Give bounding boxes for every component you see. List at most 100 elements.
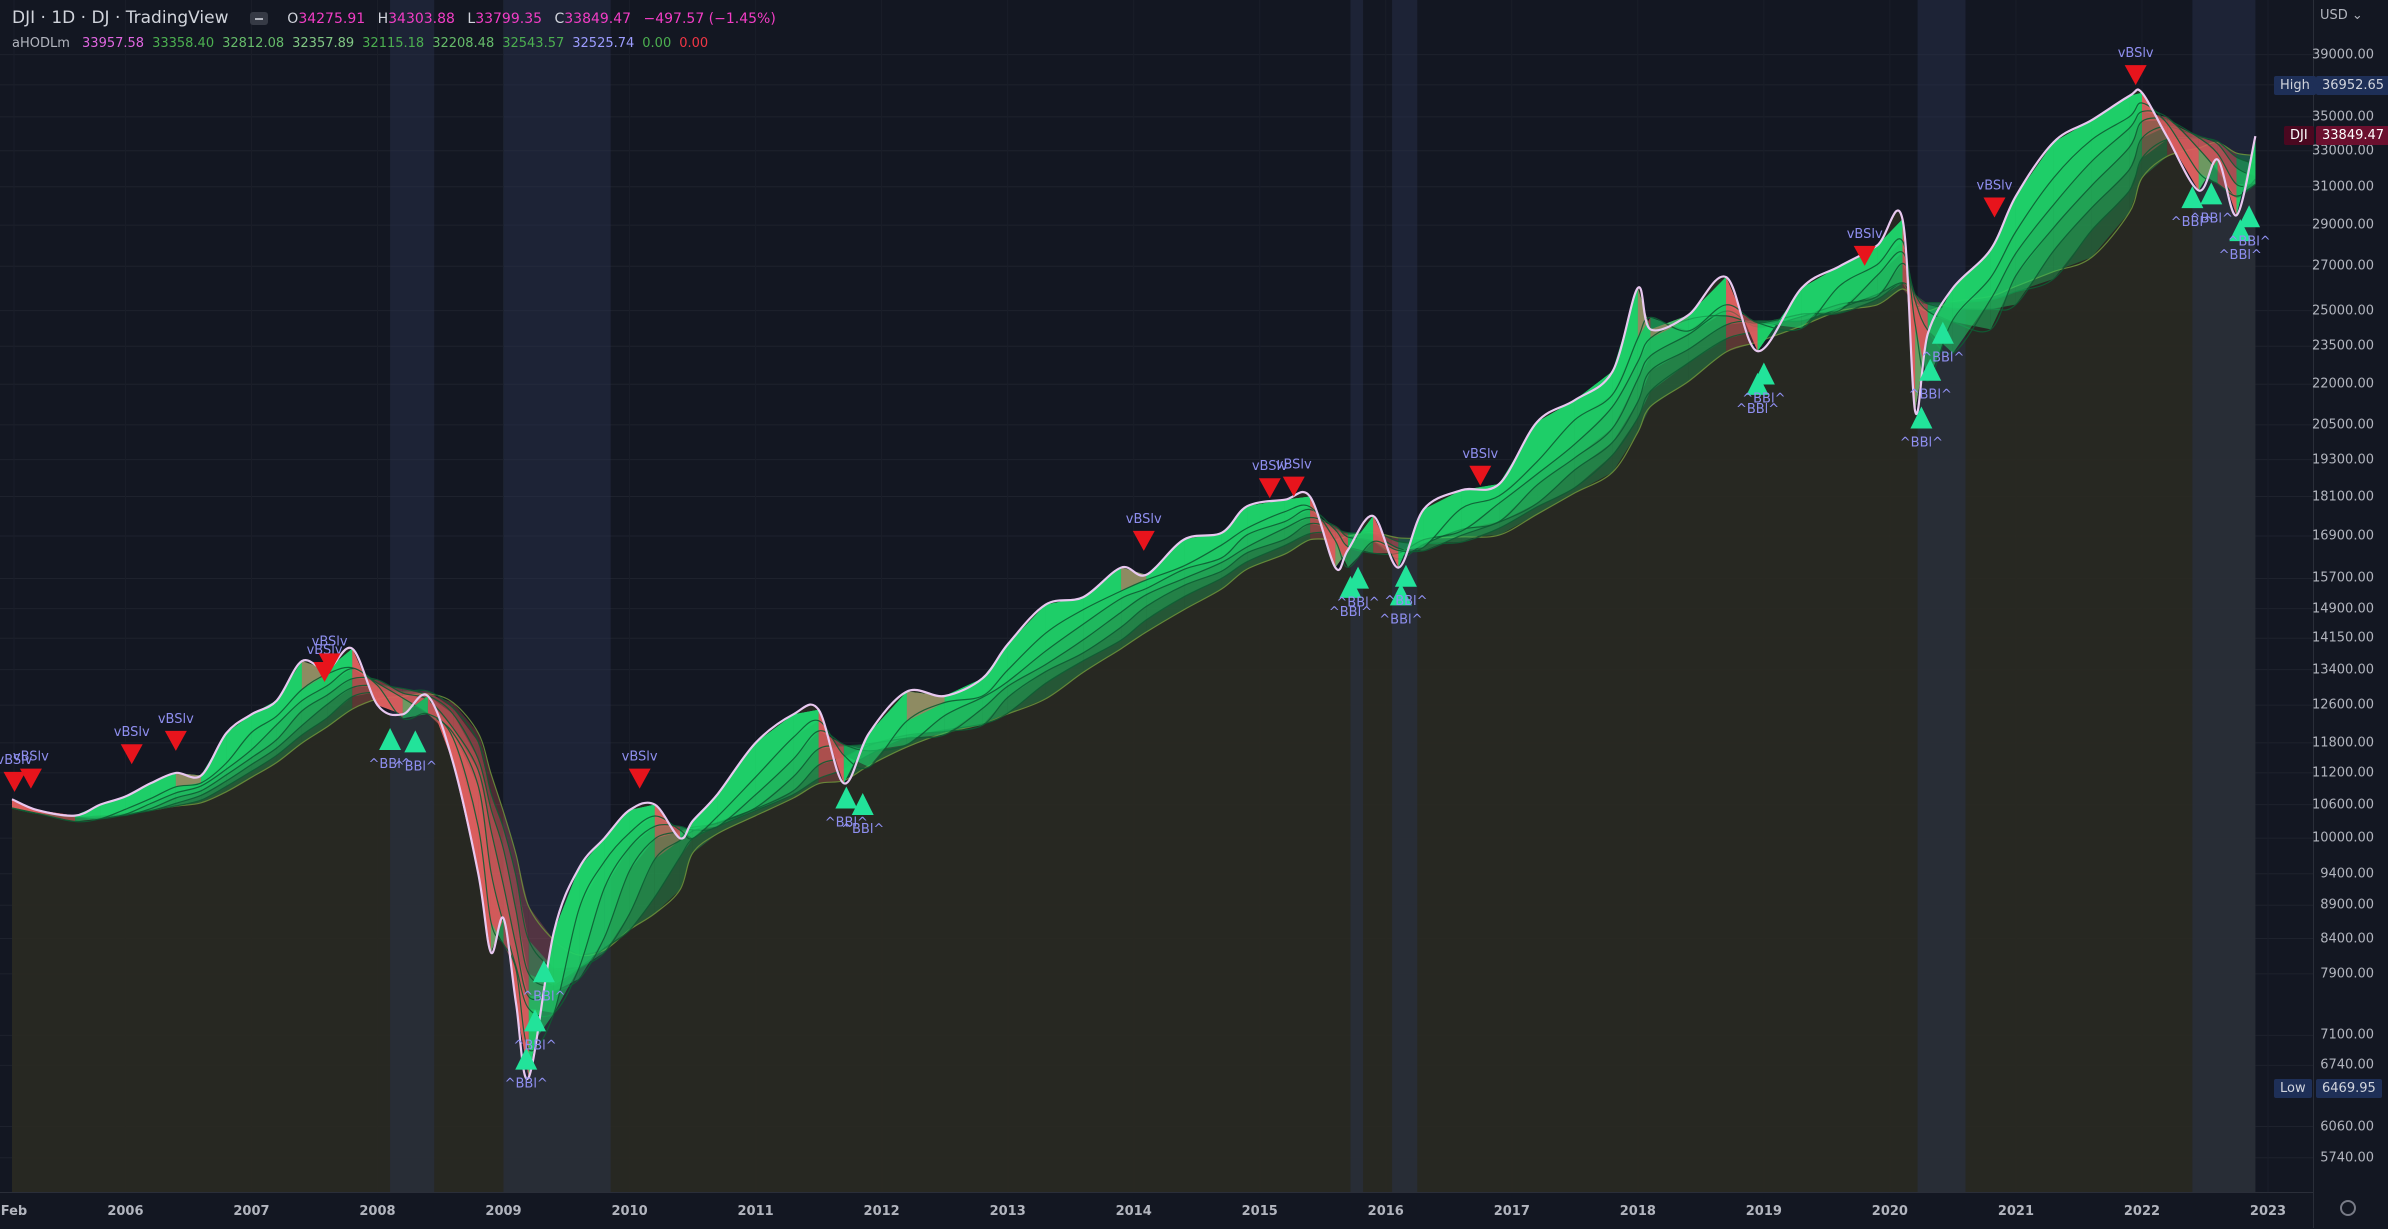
sell-signal-label: vBSlv bbox=[1276, 458, 1312, 473]
high-value: 34303.88 bbox=[388, 11, 455, 27]
price-chart[interactable]: vBSlvvBSlvvBSlvvBSlvvBSlvvBSlvvBSlvvBSlv… bbox=[0, 0, 2313, 1192]
ribbon-band-up bbox=[755, 714, 794, 778]
symbol-title[interactable]: DJI · 1D · DJ · TradingView bbox=[12, 8, 229, 28]
sell-signal-marker bbox=[1983, 197, 2006, 218]
price-tick-label: 13400.00 bbox=[2311, 662, 2374, 678]
sell-signal-marker bbox=[1132, 530, 1155, 551]
ribbon-band-up bbox=[1347, 515, 1374, 568]
buy-signal-label: ^BBl^ bbox=[394, 759, 437, 774]
price-tick-label: 20500.00 bbox=[2311, 417, 2374, 433]
sell-signal-label: vBSlv bbox=[312, 634, 348, 649]
buy-signal-marker bbox=[1394, 564, 1417, 587]
ribbon-band-down bbox=[175, 772, 202, 787]
sell-signal-marker bbox=[3, 771, 26, 792]
ribbon-band-up bbox=[1284, 496, 1311, 512]
indicator-value: 32357.89 bbox=[292, 36, 355, 51]
collapse-icon[interactable] bbox=[249, 11, 268, 25]
time-tick-label: 2012 bbox=[863, 1204, 900, 1219]
buy-signal-marker bbox=[835, 786, 858, 809]
price-tick-label: 23500.00 bbox=[2311, 338, 2374, 354]
ribbon-band-up bbox=[528, 931, 554, 1078]
indicator-legend[interactable]: aHODLm 33957.58 33358.40 32812.08 32357.89 3… bbox=[12, 36, 724, 51]
buy-signal-marker bbox=[1752, 362, 1775, 385]
buy-signal-marker bbox=[2200, 182, 2223, 205]
sell-signal-marker bbox=[318, 653, 341, 674]
indicator-value: 33358.40 bbox=[152, 36, 215, 51]
ribbon-band-down bbox=[818, 709, 844, 784]
sell-signal-marker bbox=[164, 730, 187, 751]
price-line bbox=[11, 88, 2257, 1081]
ribbon-band-up bbox=[226, 714, 252, 764]
currency-selector[interactable]: USD ⌄ bbox=[2320, 8, 2363, 23]
ribbon-band-up bbox=[1045, 597, 1084, 634]
price-tick-label: 5740.00 bbox=[2320, 1150, 2374, 1166]
ribbon-band-down bbox=[1902, 219, 1916, 411]
ohlc-readout: O34275.91 H34303.88 L33799.35 C33849.47 … bbox=[287, 11, 784, 27]
ribbon-band-up bbox=[1877, 219, 1903, 265]
time-tick-label: 2006 bbox=[107, 1204, 144, 1219]
sell-signal-label: vBSlv bbox=[1252, 459, 1288, 474]
buy-signal-label: ^BBl^ bbox=[368, 757, 411, 772]
ribbon-band-down bbox=[377, 685, 403, 719]
buy-signal-label: ^BBl^ bbox=[1379, 612, 1422, 627]
indicator-value: 32208.48 bbox=[432, 36, 495, 51]
price-tick-label: 12600.00 bbox=[2311, 697, 2374, 713]
ribbon-band-up bbox=[251, 700, 277, 733]
ribbon-band-up bbox=[276, 661, 302, 717]
dji-price-line bbox=[11, 88, 2257, 1081]
buy-signal-label: ^BBl^ bbox=[1921, 351, 1964, 366]
price-tick-label: 11800.00 bbox=[2311, 735, 2374, 751]
signal-band bbox=[2192, 0, 2256, 1192]
price-tick-label: 31000.00 bbox=[2311, 179, 2374, 195]
settings-gear-icon[interactable] bbox=[2340, 1200, 2356, 1216]
price-tick-label: 11200.00 bbox=[2311, 765, 2374, 781]
ribbon-band-up bbox=[1083, 567, 1122, 610]
indicator-values: 33957.58 33358.40 32812.08 32357.89 32115.18… bbox=[82, 36, 716, 51]
price-tick-label: 14900.00 bbox=[2311, 601, 2374, 617]
buy-signal-label: ^BBl^ bbox=[505, 1077, 548, 1092]
open-value: 34275.91 bbox=[298, 11, 366, 27]
price-tick-label: 10000.00 bbox=[2311, 830, 2374, 846]
ribbon-band-up bbox=[1499, 422, 1538, 496]
price-axis[interactable] bbox=[2313, 0, 2388, 1228]
price-tick-label: 6740.00 bbox=[2320, 1057, 2374, 1073]
price-tick-label: 33000.00 bbox=[2311, 143, 2374, 159]
buy-signal-label: ^BBl^ bbox=[2219, 248, 2262, 263]
price-badge-label: Low bbox=[2274, 1078, 2312, 1098]
price-tick-label: 18100.00 bbox=[2311, 489, 2374, 505]
time-axis[interactable] bbox=[0, 1192, 2313, 1229]
price-tick-label: 29000.00 bbox=[2311, 217, 2374, 233]
buy-signal-marker bbox=[1931, 321, 1954, 344]
buy-signal-marker bbox=[532, 960, 555, 983]
ribbon-band-up bbox=[528, 931, 554, 1078]
buy-signal-marker bbox=[2229, 219, 2252, 242]
price-badge-label: High bbox=[2274, 75, 2316, 95]
sell-signal-label: vBSlv bbox=[1126, 512, 1162, 527]
ribbon-band-up bbox=[1650, 315, 1689, 331]
buy-signal-label: ^BBl^ bbox=[2227, 234, 2270, 249]
sell-signal-label: vBSlv bbox=[0, 753, 33, 768]
sell-signal-marker bbox=[2124, 65, 2147, 86]
buy-signal-label: ^BBl^ bbox=[1336, 596, 1379, 611]
buy-signal-label: ^BBl^ bbox=[1329, 605, 1372, 620]
time-tick-label: 2010 bbox=[611, 1204, 648, 1219]
price-tick-label: 35000.00 bbox=[2311, 109, 2374, 125]
ribbon-band-up bbox=[604, 810, 630, 862]
price-tick-label: 6060.00 bbox=[2320, 1119, 2374, 1135]
ribbon-band-up bbox=[553, 867, 580, 1014]
buy-signal-label: ^BBl^ bbox=[841, 822, 884, 837]
buy-signal-label: ^BBl^ bbox=[513, 1038, 556, 1053]
ribbon-band-up bbox=[869, 691, 907, 767]
ribbon-band-up bbox=[1423, 490, 1462, 548]
buy-signal-label: ^BBl^ bbox=[2171, 215, 2214, 230]
buy-signal-marker bbox=[1910, 406, 1933, 429]
sell-signal-label: vBSlv bbox=[1462, 447, 1498, 462]
ribbon-band-up bbox=[692, 793, 718, 839]
ribbon-band-up bbox=[490, 918, 504, 953]
time-tick-label: 2015 bbox=[1241, 1204, 1278, 1219]
buy-signal-label: ^BBl^ bbox=[1900, 436, 1943, 451]
low-label: L bbox=[467, 11, 476, 27]
ribbon-band-up bbox=[629, 804, 655, 833]
ribbon-band-up bbox=[1184, 532, 1222, 566]
